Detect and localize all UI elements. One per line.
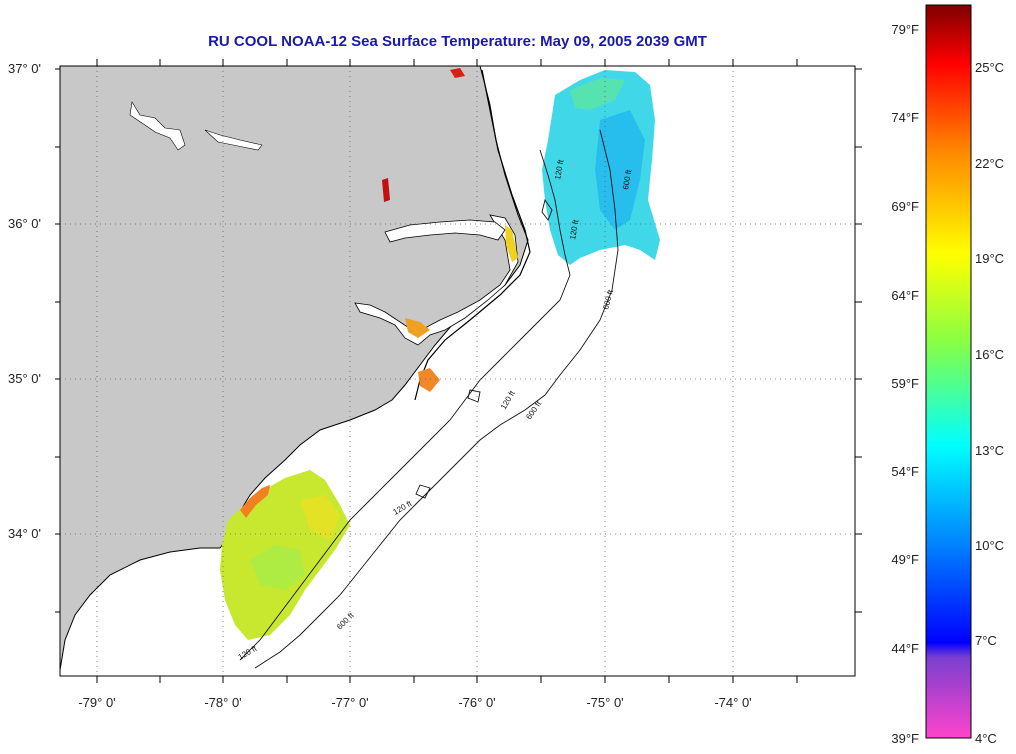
lon-label: -79° 0' [78,695,115,710]
cb-f-label: 79°F [891,22,919,37]
latitude-labels: 37° 0' 36° 0' 35° 0' 34° 0' [8,61,41,541]
cb-f-label: 39°F [891,731,919,746]
cb-c-label: 22°C [975,156,1004,171]
sst-patch-south-inner [250,545,305,590]
sst-red-spot [450,68,465,78]
sst-data [220,68,660,640]
colorbar [925,4,972,739]
contour-small [415,484,431,499]
map-title: RU COOL NOAA-12 Sea Surface Temperature:… [208,33,707,50]
lon-label: -76° 0' [458,695,495,710]
lat-label: 37° 0' [8,61,41,76]
sst-coast-warm [240,485,270,518]
lon-label: -74° 0' [714,695,751,710]
cb-c-label: 4°C [975,731,997,746]
cb-c-label: 13°C [975,443,1004,458]
lat-label: 35° 0' [8,371,41,386]
contour-label: 600 ft [621,168,633,190]
sst-sound-orange [405,318,430,338]
cb-f-label: 64°F [891,288,919,303]
cb-f-label: 54°F [891,464,919,479]
cb-f-label: 59°F [891,376,919,391]
cb-c-label: 7°C [975,633,997,648]
lon-label: -77° 0' [331,695,368,710]
colorbar-f-labels: 79°F 74°F 69°F 64°F 59°F 54°F 49°F 44°F … [891,22,919,746]
contour-label: 120 ft [568,218,580,240]
cb-c-label: 25°C [975,60,1004,75]
map-frame [59,65,856,677]
cb-f-label: 49°F [891,552,919,567]
sst-yellow-spot [505,225,518,262]
tick-marks [55,59,862,683]
sst-red-spot [382,178,390,202]
cb-f-label: 74°F [891,110,919,125]
albemarle-water [384,219,506,243]
lon-label: -78° 0' [204,695,241,710]
contour-small [541,198,553,221]
cb-f-label: 69°F [891,199,919,214]
lat-label: 36° 0' [8,216,41,231]
sst-patch-north-green [570,78,625,110]
bathymetry-contours [239,129,619,669]
colorbar-c-labels: 25°C 22°C 19°C 16°C 13°C 10°C 7°C 4°C [975,60,1004,746]
sst-patch-south-warm [300,495,340,540]
cb-c-label: 10°C [975,538,1004,553]
lat-label: 34° 0' [8,526,41,541]
river [129,101,186,151]
sst-sound-orange-2 [418,368,440,392]
land-mass [60,66,529,671]
river [204,129,263,151]
cb-c-label: 19°C [975,251,1004,266]
cb-c-label: 16°C [975,347,1004,362]
longitude-labels: -79° 0' -78° 0' -77° 0' -76° 0' -75° 0' … [78,695,751,710]
contour-120ft [239,149,571,661]
contour-600ft [254,129,619,669]
outer-banks [414,69,531,401]
sst-patch-north-inner [595,110,645,230]
lon-label: -75° 0' [586,695,623,710]
cb-f-label: 44°F [891,641,919,656]
grid-lines [60,66,855,676]
contour-label: 120 ft [553,158,565,180]
